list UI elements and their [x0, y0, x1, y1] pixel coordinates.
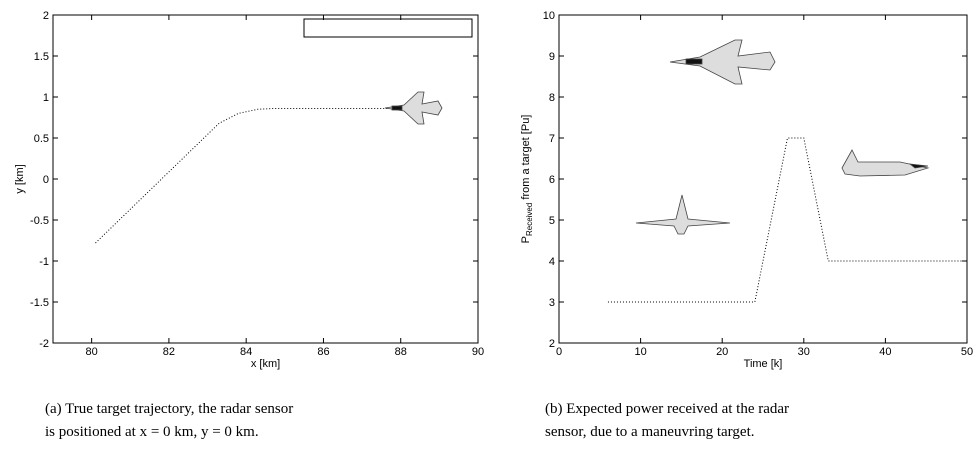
x-tick-label: 0 — [556, 346, 562, 358]
y-tick-label: -1 — [39, 256, 49, 268]
y-tick-label: 3 — [549, 297, 555, 309]
aircraft-top-view — [669, 39, 776, 85]
x-tick-label: 50 — [961, 346, 973, 358]
y-tick-label: 1.5 — [34, 51, 49, 63]
x-axis-label: Time [k] — [744, 358, 783, 370]
y-axis-label: y [km] — [14, 164, 26, 193]
aircraft-canopy — [391, 105, 403, 111]
legend-box — [303, 18, 473, 38]
y-tick-label: 10 — [543, 10, 555, 22]
y-tick-label: -2 — [39, 338, 49, 350]
caption-line: (b) Expected power received at the radar — [545, 401, 789, 417]
x-tick-label: 10 — [634, 346, 646, 358]
x-axis-label: x [km] — [251, 358, 280, 370]
y-axis-label-part: Received — [525, 203, 534, 236]
x-tick-label: 84 — [240, 346, 252, 358]
aircraft-illustrations — [384, 39, 930, 235]
caption-line: (a) True target trajectory, the radar se… — [45, 401, 293, 417]
x-tick-label: 88 — [395, 346, 407, 358]
x-tick-label: 80 — [86, 346, 98, 358]
aircraft-canopy — [685, 58, 703, 65]
series-line — [95, 107, 390, 244]
y-tick-label: 8 — [549, 92, 555, 104]
y-tick-label: -0.5 — [30, 215, 49, 227]
y-axis-label-part: P — [520, 236, 532, 243]
y-tick-label: 9 — [549, 51, 555, 63]
x-tick-label: 40 — [879, 346, 891, 358]
y-tick-label: 6 — [549, 174, 555, 186]
aircraft-top-view — [384, 91, 443, 125]
caption-line: is positioned at x = 0 km, y = 0 km. — [45, 424, 259, 440]
aircraft-side-view — [841, 149, 930, 177]
y-tick-label: 2 — [43, 10, 49, 22]
y-tick-label: 4 — [549, 256, 555, 268]
y-tick-label: 5 — [549, 215, 555, 227]
x-tick-label: 90 — [472, 346, 484, 358]
x-tick-label: 30 — [798, 346, 810, 358]
y-tick-label: 0 — [43, 174, 49, 186]
y-tick-label: 0.5 — [34, 133, 49, 145]
caption-line: sensor, due to a maneuvring target. — [545, 424, 754, 440]
y-tick-label: 2 — [549, 338, 555, 350]
aircraft-front-view — [635, 194, 731, 235]
y-axis-label-part: from a target [Pu] — [520, 115, 532, 203]
aircraft-canopy — [908, 163, 929, 169]
x-tick-label: 20 — [716, 346, 728, 358]
y-tick-label: 7 — [549, 133, 555, 145]
y-tick-label: 1 — [43, 92, 49, 104]
axes-frame — [558, 14, 968, 344]
axes-frame — [52, 14, 479, 344]
y-tick-label: -1.5 — [30, 297, 49, 309]
x-tick-label: 86 — [317, 346, 329, 358]
x-tick-label: 82 — [163, 346, 175, 358]
series-line — [607, 137, 967, 303]
y-axis-label: PReceived from a target [Pu] — [520, 115, 534, 244]
